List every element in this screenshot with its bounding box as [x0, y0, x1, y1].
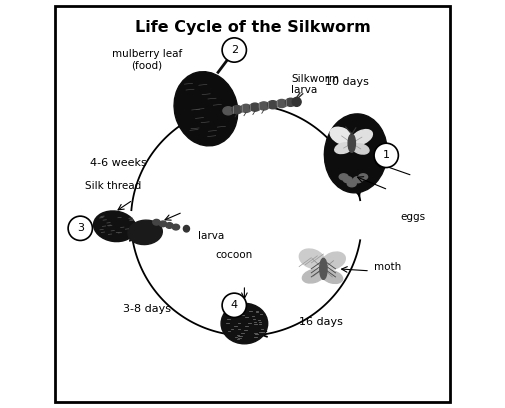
Text: cocoon: cocoon	[216, 250, 253, 259]
Ellipse shape	[285, 98, 296, 106]
Ellipse shape	[352, 144, 369, 154]
Text: larva: larva	[198, 231, 224, 242]
Text: 3-8 days: 3-8 days	[123, 304, 171, 314]
Text: 16 days: 16 days	[299, 317, 343, 326]
Ellipse shape	[166, 223, 173, 228]
Text: 3: 3	[77, 223, 84, 233]
Circle shape	[222, 38, 246, 62]
Ellipse shape	[183, 226, 189, 232]
Ellipse shape	[159, 221, 167, 227]
Text: 4-6 weeks: 4-6 weeks	[90, 158, 147, 169]
Ellipse shape	[330, 127, 353, 144]
Circle shape	[222, 293, 246, 317]
Ellipse shape	[249, 103, 260, 111]
Ellipse shape	[259, 102, 269, 110]
Ellipse shape	[172, 224, 180, 230]
Ellipse shape	[292, 98, 301, 106]
Circle shape	[68, 216, 92, 240]
Ellipse shape	[241, 104, 251, 113]
Text: Life Cycle of the Silkworm: Life Cycle of the Silkworm	[135, 20, 370, 35]
Ellipse shape	[324, 114, 387, 193]
Ellipse shape	[348, 134, 356, 152]
Ellipse shape	[322, 252, 345, 269]
Ellipse shape	[359, 174, 368, 180]
Ellipse shape	[339, 174, 348, 180]
Text: 4: 4	[231, 300, 238, 310]
Ellipse shape	[128, 220, 162, 244]
Text: 1: 1	[383, 151, 390, 160]
Text: Silkworm
larva: Silkworm larva	[291, 74, 339, 95]
Ellipse shape	[299, 249, 325, 268]
Ellipse shape	[335, 143, 352, 153]
Ellipse shape	[351, 130, 372, 145]
Ellipse shape	[232, 106, 242, 114]
Text: mulberry leaf
(food): mulberry leaf (food)	[112, 49, 182, 71]
Text: 10 days: 10 days	[325, 78, 369, 87]
Text: 2: 2	[231, 45, 238, 55]
Ellipse shape	[276, 100, 287, 108]
Text: Silk thread: Silk thread	[85, 181, 141, 191]
Ellipse shape	[268, 101, 278, 109]
Text: eggs: eggs	[400, 212, 426, 222]
Ellipse shape	[223, 107, 233, 115]
Ellipse shape	[174, 72, 238, 146]
Ellipse shape	[302, 269, 324, 283]
Ellipse shape	[93, 211, 136, 242]
Ellipse shape	[320, 258, 327, 279]
Text: moth: moth	[374, 262, 401, 272]
Ellipse shape	[221, 303, 268, 344]
Ellipse shape	[347, 181, 356, 187]
Ellipse shape	[322, 271, 342, 284]
Ellipse shape	[354, 177, 362, 183]
Ellipse shape	[153, 220, 160, 225]
Ellipse shape	[343, 177, 352, 183]
Circle shape	[374, 143, 398, 168]
